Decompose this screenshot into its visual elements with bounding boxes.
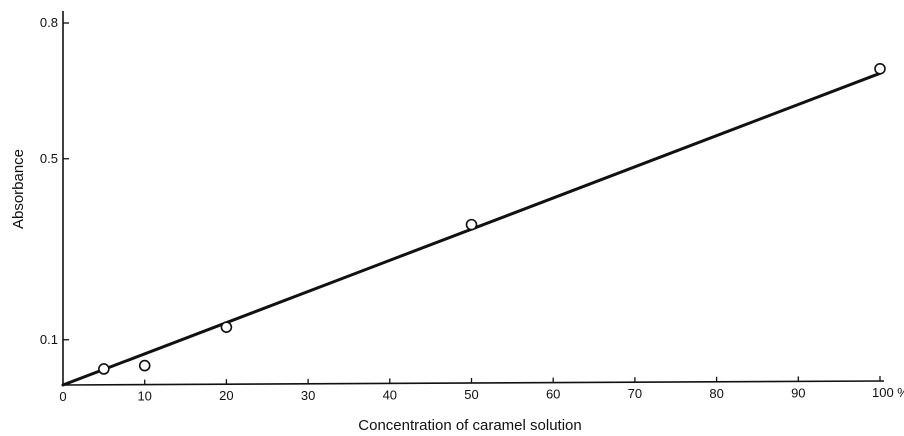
x-tick-label-0: 0	[59, 389, 66, 404]
data-points	[98, 62, 886, 375]
x-tick-label-80: 80	[709, 386, 723, 401]
data-point-100	[874, 62, 886, 75]
x-axis-label: Concentration of caramel solution	[358, 417, 581, 434]
x-axis-line	[62, 380, 885, 386]
data-point-20	[220, 321, 233, 333]
x-tick-label-30: 30	[301, 388, 315, 403]
x-tick-label-100: 100 %	[872, 385, 904, 400]
y-axis-label: Absorbance	[10, 149, 27, 229]
x-tick-label-50: 50	[464, 387, 478, 402]
data-point-5	[98, 363, 110, 375]
axes	[62, 11, 885, 386]
y-tick-label-0.8: 0.8	[40, 15, 58, 30]
x-tick-label-60: 60	[546, 387, 560, 402]
x-tick-label-40: 40	[383, 387, 397, 402]
data-point-10	[138, 359, 151, 372]
x-tick-label-10: 10	[137, 389, 151, 404]
x-tick-label-70: 70	[628, 386, 642, 401]
x-tick-label-20: 20	[219, 388, 233, 403]
y-tick-label-0.1: 0.1	[40, 332, 58, 347]
y-ticks: 0.1 0.5 0.8	[40, 15, 69, 347]
x-tick-label-90: 90	[791, 385, 805, 400]
y-tick-label-0.5: 0.5	[40, 151, 58, 166]
x-ticks: 0 10 20 30 40 50 60 70 80 90 100 %	[59, 376, 904, 404]
data-point-50	[465, 218, 478, 231]
